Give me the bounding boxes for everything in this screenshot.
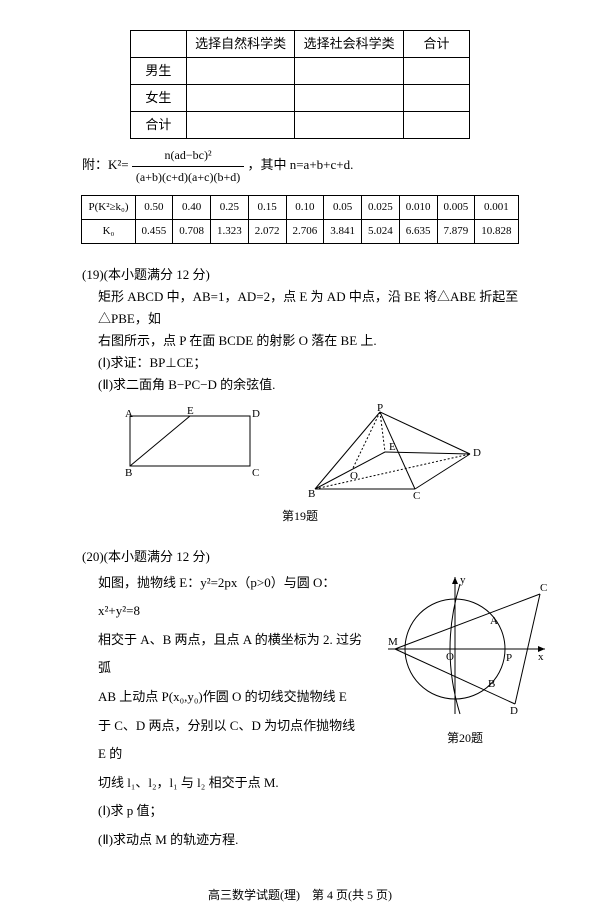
q-score: (本小题满分 12 分): [104, 549, 210, 564]
classification-table: 选择自然科学类 选择社会科学类 合计 男生 女生 合计: [130, 30, 470, 139]
denominator: (a+b)(c+d)(a+c)(b+d): [132, 167, 244, 187]
svg-text:E: E: [187, 405, 194, 417]
figure-caption: 第19题: [50, 506, 550, 526]
q-number: (20): [82, 549, 104, 564]
q-text: AB 上动点 P(x₀,y₀)作圆 O 的切线交抛物线 E: [98, 683, 364, 712]
figure-caption: 第20题: [380, 728, 550, 748]
row-label: P(K²≥k₀): [82, 196, 135, 220]
cell: [131, 31, 187, 58]
figure-19-left: A E D B C: [115, 404, 265, 484]
svg-text:C: C: [252, 467, 259, 479]
numerator: n(ad−bc)²: [132, 145, 244, 166]
q-text: 右图所示，点 P 在面 BCDE 的射影 O 落在 BE 上.: [50, 330, 550, 352]
svg-text:C: C: [413, 490, 420, 502]
q-part: (Ⅰ)求证：BP⊥CE；: [50, 352, 550, 374]
row-label: 男生: [131, 58, 187, 85]
q-number: (19): [82, 267, 104, 282]
formula-suffix: ，其中 n=a+b+c+d.: [247, 157, 353, 172]
svg-text:C: C: [540, 582, 547, 594]
svg-text:B: B: [488, 678, 495, 690]
svg-text:B: B: [125, 467, 132, 479]
row-label: 合计: [131, 112, 187, 139]
svg-text:D: D: [473, 447, 481, 459]
figure-19-right: P B C D E O: [295, 404, 485, 504]
svg-text:O: O: [350, 470, 358, 482]
svg-text:D: D: [510, 705, 518, 717]
col-header: 选择社会科学类: [295, 31, 404, 58]
svg-text:y: y: [460, 574, 466, 586]
q-part: (Ⅱ)求动点 M 的轨迹方程.: [98, 826, 364, 855]
col-header: 选择自然科学类: [186, 31, 295, 58]
svg-text:O: O: [446, 651, 454, 663]
svg-text:P: P: [506, 652, 512, 664]
question-20: (20)(本小题满分 12 分) 如图，抛物线 E：y²=2px（p>0）与圆 …: [50, 546, 550, 854]
question-19: (19)(本小题满分 12 分) 矩形 ABCD 中，AB=1，AD=2，点 E…: [50, 264, 550, 527]
q-text: 相交于 A、B 两点，且点 A 的横坐标为 2. 过劣弧: [98, 626, 364, 683]
q-text: 矩形 ABCD 中，AB=1，AD=2，点 E 为 AD 中点，沿 BE 将△A…: [50, 286, 550, 330]
figure-20: M O A B C D P x y: [380, 569, 550, 719]
page-footer: 高三数学试题(理) 第 4 页(共 5 页): [50, 885, 550, 905]
q-part: (Ⅰ)求 p 值；: [98, 797, 364, 826]
q-text: 如图，抛物线 E：y²=2px（p>0）与圆 O：x²+y²=8: [98, 569, 364, 626]
svg-text:x: x: [538, 651, 544, 663]
svg-text:D: D: [252, 408, 260, 420]
formula-k-squared: 附：K²= n(ad−bc)² (a+b)(c+d)(a+c)(b+d) ，其中…: [50, 145, 550, 187]
svg-text:B: B: [308, 488, 315, 500]
svg-text:M: M: [388, 636, 398, 648]
row-label: 女生: [131, 85, 187, 112]
q-score: (本小题满分 12 分): [104, 267, 210, 282]
svg-text:E: E: [389, 441, 396, 453]
chi-square-table: P(K²≥k₀) 0.500.40 0.250.15 0.100.05 0.02…: [81, 195, 518, 243]
col-header: 合计: [403, 31, 469, 58]
q-part: (Ⅱ)求二面角 B−PC−D 的余弦值.: [50, 374, 550, 396]
svg-text:A: A: [125, 408, 133, 420]
svg-text:A: A: [490, 615, 498, 627]
svg-text:P: P: [377, 404, 383, 414]
formula-prefix: 附：K²=: [82, 157, 129, 172]
row-label: K₀: [82, 219, 135, 243]
q-text: 切线 l₁、l₂，l₁ 与 l₂ 相交于点 M.: [98, 769, 364, 798]
q-text: 于 C、D 两点，分别以 C、D 为切点作抛物线 E 的: [98, 712, 364, 769]
